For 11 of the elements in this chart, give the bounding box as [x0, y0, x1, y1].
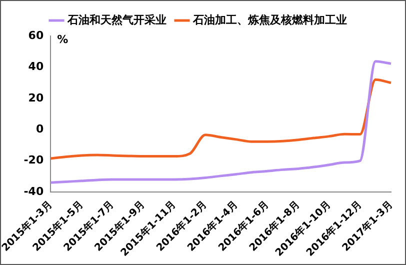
y-tick-label: -40 [24, 184, 44, 198]
y-tick-label: 40 [28, 60, 44, 74]
legend-label: 石油和天然气开采业 [66, 13, 166, 26]
line-series [49, 78, 392, 160]
y-tick-label: 20 [28, 91, 44, 104]
legend-label: 石油加工、炼焦及核燃料加工业 [192, 13, 347, 26]
line-series [49, 60, 392, 184]
y-tick-label: -20 [24, 154, 44, 167]
y-axis-title: % [57, 32, 68, 46]
y-tick-label: 60 [28, 28, 44, 42]
y-tick-label: 0 [36, 122, 44, 136]
